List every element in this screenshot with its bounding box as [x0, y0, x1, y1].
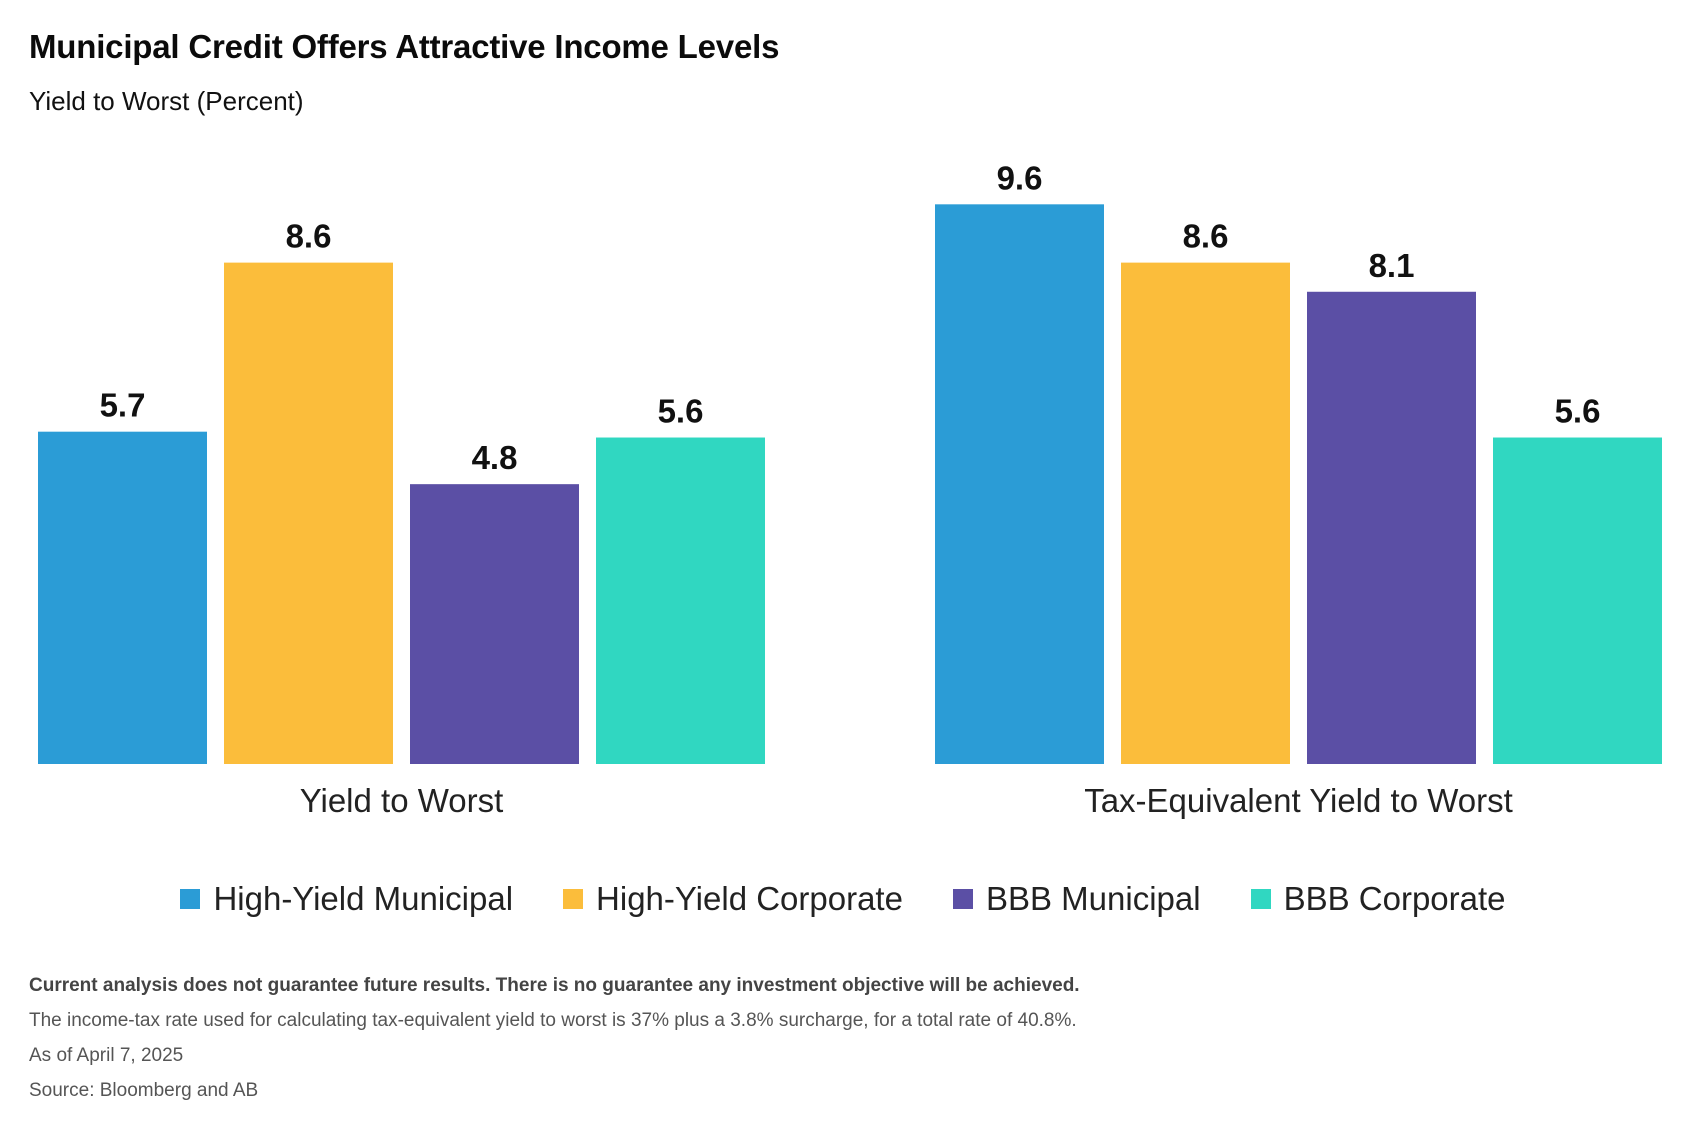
legend-label: BBB Corporate: [1283, 880, 1506, 917]
data-label-tax-equivalent-yield-to-worst-bbb-corporate: 5.6: [1555, 393, 1601, 430]
data-label-yield-to-worst-high-yield-corporate: 8.6: [286, 218, 332, 255]
data-label-yield-to-worst-bbb-corporate: 5.6: [658, 393, 704, 430]
bar-tax-equivalent-yield-to-worst-bbb-corporate: [1493, 437, 1662, 764]
as-of-date: As of April 7, 2025: [29, 1045, 184, 1066]
bar-tax-equivalent-yield-to-worst-bbb-municipal: [1307, 291, 1476, 764]
data-label-yield-to-worst-high-yield-municipal: 5.7: [100, 387, 146, 424]
legend: High-Yield Municipal High-Yield Corporat…: [0, 880, 1686, 918]
bar-yield-to-worst-high-yield-corporate: [224, 262, 393, 764]
bar-yield-to-worst-bbb-municipal: [410, 484, 579, 764]
footnotes: Current analysis does not guarantee futu…: [29, 968, 1080, 1108]
category-label-yield-to-worst: Yield to Worst: [300, 782, 504, 819]
bar-yield-to-worst-bbb-corporate: [596, 437, 765, 764]
legend-item-bbb-corporate: BBB Corporate: [1250, 880, 1506, 918]
legend-swatch-high-yield-corporate: [563, 889, 584, 909]
legend-item-high-yield-corporate: High-Yield Corporate: [563, 880, 903, 918]
data-label-tax-equivalent-yield-to-worst-bbb-municipal: 8.1: [1369, 247, 1415, 284]
data-label-tax-equivalent-yield-to-worst-high-yield-municipal: 9.6: [997, 159, 1043, 196]
legend-label: BBB Municipal: [985, 880, 1201, 917]
legend-swatch-bbb-municipal: [952, 889, 973, 909]
disclaimer-note: Current analysis does not guarantee futu…: [29, 975, 1080, 996]
legend-item-bbb-municipal: BBB Municipal: [952, 880, 1201, 918]
bar-yield-to-worst-high-yield-municipal: [38, 431, 207, 764]
data-label-yield-to-worst-bbb-municipal: 4.8: [472, 439, 518, 476]
bar-chart: 5.7 8.6 4.8 5.6 Yield to Worst 9.6 8.6 8.1 5.6 Ta…: [38, 159, 1662, 819]
legend-item-high-yield-municipal: High-Yield Municipal: [180, 880, 513, 918]
tax-rate-note: The income-tax rate used for calculating…: [29, 1010, 1077, 1031]
category-label-tax-equivalent-yield-to-worst: Tax-Equivalent Yield to Worst: [1084, 782, 1513, 819]
data-label-tax-equivalent-yield-to-worst-high-yield-corporate: 8.6: [1183, 218, 1229, 255]
bar-tax-equivalent-yield-to-worst-high-yield-corporate: [1121, 262, 1290, 764]
chart-title: Municipal Credit Offers Attractive Incom…: [29, 28, 780, 65]
legend-swatch-bbb-corporate: [1250, 889, 1271, 909]
bar-tax-equivalent-yield-to-worst-high-yield-municipal: [935, 204, 1104, 764]
legend-label: High-Yield Corporate: [596, 880, 903, 917]
legend-swatch-high-yield-municipal: [180, 889, 201, 909]
legend-label: High-Yield Municipal: [213, 880, 514, 917]
source-note: Source: Bloomberg and AB: [29, 1080, 259, 1101]
chart-subtitle: Yield to Worst (Percent): [29, 86, 304, 116]
